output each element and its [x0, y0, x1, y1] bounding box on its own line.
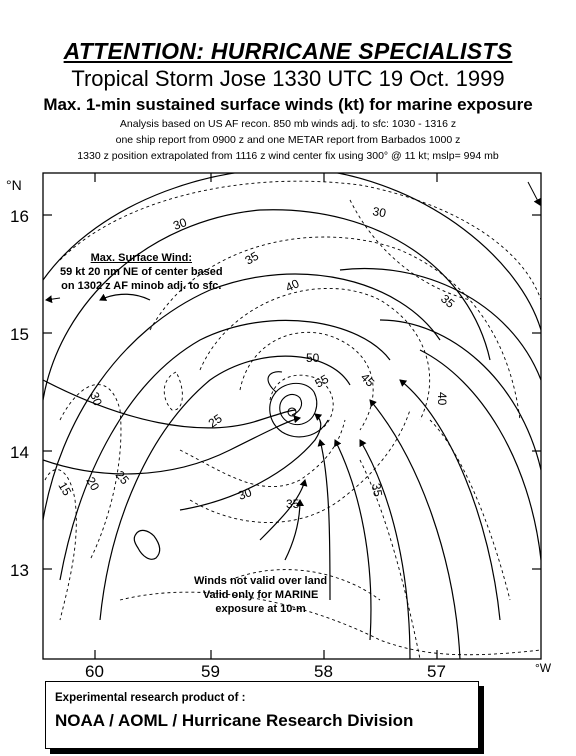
wind-arrow — [20, 175, 33, 190]
title-product: Max. 1-min sustained surface winds (kt) … — [43, 95, 533, 114]
land-note-line: Winds not valid over land — [194, 575, 328, 587]
barbados-island — [133, 529, 161, 560]
streamline — [359, 439, 411, 659]
max-wind-note: Max. Surface Wind: 59 kt 20 nm NE of cen… — [60, 251, 223, 293]
streamline — [317, 439, 331, 601]
lon-label: 59 — [201, 662, 220, 681]
contour-label: 35 — [369, 482, 385, 498]
center-spiral — [269, 382, 329, 438]
isotach-line — [119, 591, 541, 656]
isotach-line — [429, 419, 511, 601]
title-attention: ATTENTION: HURRICANE SPECIALISTS — [63, 38, 513, 64]
north-label: °N — [6, 177, 22, 193]
contour-label: 25 — [113, 468, 133, 487]
contour-label: 40 — [283, 276, 301, 294]
footer-box: Experimental research product of : NOAA … — [45, 681, 479, 749]
contour-label: 15 — [55, 480, 74, 499]
streamline — [43, 173, 541, 331]
center-spiral — [267, 371, 283, 393]
isotach-line — [189, 409, 411, 523]
streamline — [179, 413, 323, 511]
streamline — [284, 499, 304, 561]
storm-center — [287, 407, 297, 417]
contour-label: 30 — [171, 215, 189, 233]
max-wind-line: on 1302 z AF minob adj. to sfc. — [61, 280, 222, 292]
contour-label: 35 — [243, 249, 262, 268]
west-label: °W — [535, 661, 552, 675]
subtitle-position: 1330 z position extrapolated from 1116 z… — [77, 150, 499, 162]
contour-label: 20 — [83, 475, 102, 494]
footer-organization: NOAA / AOML / Hurricane Research Divisio… — [55, 711, 414, 730]
contour-label: 30 — [371, 204, 387, 220]
streamline — [369, 399, 461, 659]
footer-credit-label: Experimental research product of : — [55, 692, 246, 704]
isotach-line — [349, 199, 471, 301]
lat-ticks — [43, 173, 541, 659]
streamline — [43, 379, 297, 429]
contour-label: 50 — [306, 351, 320, 365]
contour-label: 40 — [435, 392, 449, 406]
streamline — [59, 319, 391, 581]
streamline — [259, 479, 308, 541]
isotach-line — [149, 236, 521, 421]
max-wind-line: 59 kt 20 nm NE of center based — [60, 266, 223, 278]
streamline — [43, 415, 301, 475]
contour-label: 30 — [87, 390, 105, 408]
wind-arrow — [527, 181, 541, 206]
lon-label: 58 — [314, 662, 333, 681]
isotach-line — [59, 384, 122, 561]
isotach-line — [163, 371, 183, 411]
streamline — [379, 319, 541, 471]
wind-arrow — [45, 295, 61, 304]
title-storm: Tropical Storm Jose 1330 UTC 19 Oct. 199… — [71, 66, 505, 91]
contour-label: 45 — [358, 370, 378, 390]
isotach-line — [199, 287, 431, 421]
lat-label: 14 — [10, 443, 29, 462]
streamline — [399, 379, 501, 621]
land-note: Winds not valid over land Valid only for… — [194, 574, 327, 616]
streamlines — [43, 173, 541, 659]
max-wind-title: Max. Surface Wind: — [90, 252, 192, 264]
contour-label: 35 — [438, 292, 457, 312]
streamline — [43, 273, 441, 521]
lat-label: 13 — [10, 561, 29, 580]
streamline — [43, 209, 491, 401]
land-note-line: exposure at 10-m — [215, 603, 306, 615]
contour-label: 30 — [236, 485, 254, 503]
streamline — [419, 349, 541, 561]
subtitle-ship-report: one ship report from 0900 z and one META… — [115, 134, 461, 146]
subtitle-analysis: Analysis based on US AF recon. 850 mb wi… — [119, 118, 457, 130]
isotach-line — [229, 569, 381, 601]
streamline — [99, 293, 151, 301]
lat-label: 16 — [10, 207, 29, 226]
contour-label: 55 — [313, 372, 332, 391]
contour-label: 35 — [286, 497, 300, 511]
isotach-line — [359, 459, 421, 659]
lat-label: 15 — [10, 325, 29, 344]
lon-label: 57 — [427, 662, 446, 681]
isotach-line — [269, 374, 334, 431]
storm-core — [267, 371, 329, 438]
wind-arrows — [20, 175, 541, 304]
isotach-line — [239, 331, 374, 431]
isotach-line — [59, 180, 541, 301]
lon-label: 60 — [85, 662, 104, 681]
streamline — [99, 355, 351, 621]
streamline — [334, 439, 372, 641]
isotachs — [44, 180, 541, 659]
map-frame — [42, 172, 542, 660]
streamline — [339, 267, 541, 381]
land-note-line: Valid only for MARINE — [202, 589, 319, 601]
